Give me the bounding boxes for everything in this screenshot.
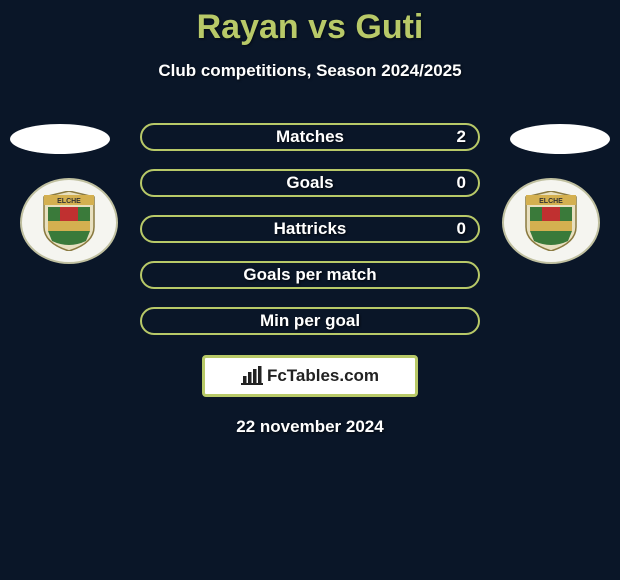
stat-row-matches: Matches 2	[140, 123, 480, 151]
badge-text: ELCHE	[57, 198, 81, 205]
shield-icon: ELCHE	[524, 191, 578, 251]
player-oval-left	[10, 124, 110, 154]
stat-row-goals-per-match: Goals per match	[140, 261, 480, 289]
date-label: 22 november 2024	[0, 417, 620, 437]
chart-icon	[241, 366, 263, 386]
brand-box[interactable]: FcTables.com	[202, 355, 418, 397]
stat-label: Goals	[286, 173, 333, 193]
stat-label: Hattricks	[274, 219, 347, 239]
stat-label: Goals per match	[243, 265, 376, 285]
stat-value-right: 0	[457, 173, 466, 193]
brand-text: FcTables.com	[267, 366, 379, 386]
subtitle: Club competitions, Season 2024/2025	[0, 61, 620, 81]
club-badge-left: ELCHE	[20, 178, 118, 264]
stat-value-right: 0	[457, 219, 466, 239]
stats-container: Matches 2 Goals 0 Hattricks 0 Goals per …	[140, 123, 480, 335]
stat-value-right: 2	[457, 127, 466, 147]
club-badge-right: ELCHE	[502, 178, 600, 264]
stat-row-hattricks: Hattricks 0	[140, 215, 480, 243]
page-title: Rayan vs Guti	[0, 0, 620, 47]
stat-row-min-per-goal: Min per goal	[140, 307, 480, 335]
badge-text: ELCHE	[539, 198, 563, 205]
stat-label: Min per goal	[260, 311, 360, 331]
stat-row-goals: Goals 0	[140, 169, 480, 197]
player-oval-right	[510, 124, 610, 154]
stat-label: Matches	[276, 127, 344, 147]
shield-icon: ELCHE	[42, 191, 96, 251]
